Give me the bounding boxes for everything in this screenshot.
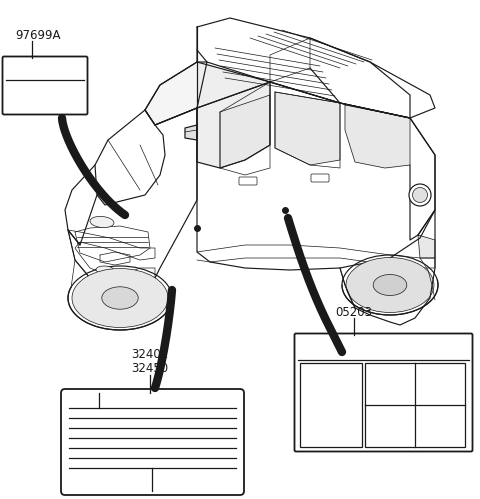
Ellipse shape [68, 266, 172, 330]
Bar [300, 363, 362, 447]
Ellipse shape [373, 274, 407, 295]
Ellipse shape [412, 188, 428, 203]
Text: 05203: 05203 [336, 305, 372, 318]
Polygon shape [197, 62, 270, 168]
FancyBboxPatch shape [295, 333, 472, 452]
FancyBboxPatch shape [239, 177, 257, 185]
FancyBboxPatch shape [311, 174, 329, 182]
Ellipse shape [342, 255, 438, 315]
Polygon shape [345, 105, 410, 168]
FancyBboxPatch shape [2, 56, 87, 114]
Text: 32402: 32402 [132, 348, 168, 361]
FancyBboxPatch shape [61, 389, 244, 495]
Polygon shape [275, 92, 340, 165]
Ellipse shape [72, 268, 168, 327]
Polygon shape [220, 95, 270, 168]
Ellipse shape [90, 217, 114, 228]
Ellipse shape [96, 266, 114, 274]
Ellipse shape [346, 257, 434, 312]
Text: 32450: 32450 [132, 361, 168, 375]
Ellipse shape [409, 184, 431, 206]
Polygon shape [185, 125, 197, 140]
Bar [365, 363, 465, 447]
Polygon shape [418, 235, 435, 258]
Text: 97699A: 97699A [15, 28, 60, 41]
Polygon shape [145, 62, 207, 125]
Ellipse shape [102, 287, 138, 309]
